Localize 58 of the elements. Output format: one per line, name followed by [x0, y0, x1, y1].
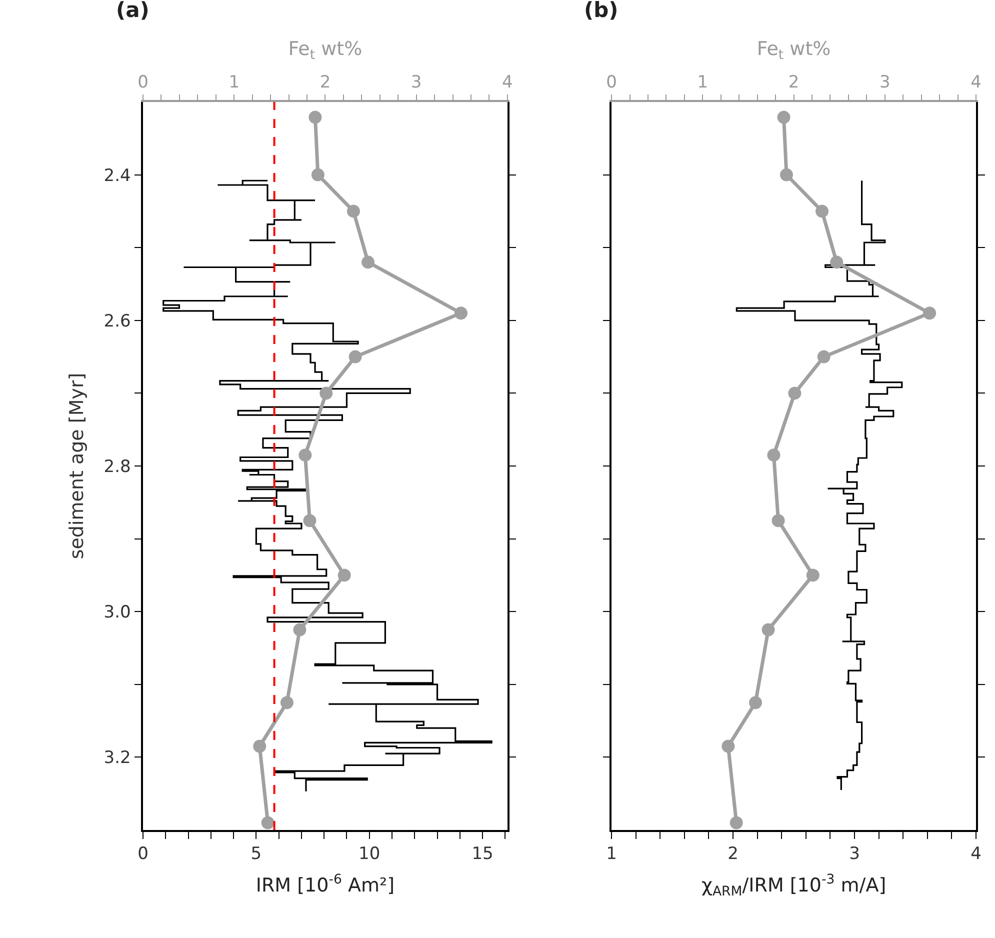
x-tick-label: 10: [358, 844, 380, 864]
point: [346, 204, 360, 218]
point: [816, 204, 829, 218]
chart-title: (a): [116, 0, 150, 22]
point: [261, 816, 274, 830]
x-tick-label: 15: [472, 844, 494, 864]
x-tick-label: 4: [970, 844, 982, 864]
x-tick-label: 5: [250, 844, 262, 864]
y-axis-title: sediment age [Myr]: [66, 372, 88, 560]
x-tick-label: 1: [606, 844, 617, 864]
x2-tick-label: 3: [410, 72, 422, 92]
x2-tick-label: 2: [320, 72, 331, 92]
point: [767, 448, 780, 462]
x-axis-title: IRM [10$^{-6}$ Am²]: [256, 872, 395, 896]
point: [311, 168, 324, 182]
point: [817, 350, 830, 364]
point: [454, 306, 468, 320]
point: [730, 816, 743, 830]
point: [780, 168, 793, 182]
x2-tick-label: 0: [606, 72, 617, 92]
point: [923, 306, 936, 320]
point: [362, 256, 375, 269]
point: [348, 350, 362, 364]
x2-tick-label: 1: [228, 72, 240, 92]
x-axis-title: χ$_{ARM}$/IRM [10$^{-3}$ m/A]: [701, 872, 886, 900]
point: [253, 740, 266, 753]
y-tick-label: 2.4: [104, 166, 131, 186]
point: [298, 448, 312, 462]
y-tick-label: 3.2: [104, 748, 131, 768]
point: [749, 696, 762, 710]
x2-axis-title: Fe$_{t}$ wt%: [756, 38, 831, 63]
point: [308, 110, 322, 124]
point: [722, 740, 735, 753]
point: [320, 386, 333, 400]
x2-tick-label: 1: [697, 72, 708, 92]
point: [338, 568, 351, 582]
x2-tick-label: 2: [788, 72, 800, 92]
y-tick-label: 2.8: [104, 456, 131, 477]
x2-tick-label: 3: [879, 72, 890, 92]
x2-axis-title: Fe$_{t}$ wt%: [288, 38, 362, 63]
x-tick-label: 3: [849, 844, 860, 864]
point: [280, 696, 294, 710]
x-tick-label: 0: [138, 844, 148, 864]
point: [762, 623, 775, 636]
y-tick-label: 3.0: [104, 602, 131, 623]
point: [772, 514, 785, 528]
x2-tick-label: 4: [970, 72, 982, 92]
point: [293, 623, 306, 636]
point: [777, 110, 790, 124]
x2-tick-label: 0: [138, 72, 148, 92]
chart-title: (b): [584, 0, 618, 22]
y-tick-label: 2.6: [104, 311, 131, 332]
point: [303, 514, 316, 528]
x2-tick-label: 4: [502, 72, 513, 92]
point: [806, 568, 820, 582]
point: [830, 256, 844, 269]
x-tick-label: 2: [728, 844, 738, 864]
point: [788, 386, 802, 400]
